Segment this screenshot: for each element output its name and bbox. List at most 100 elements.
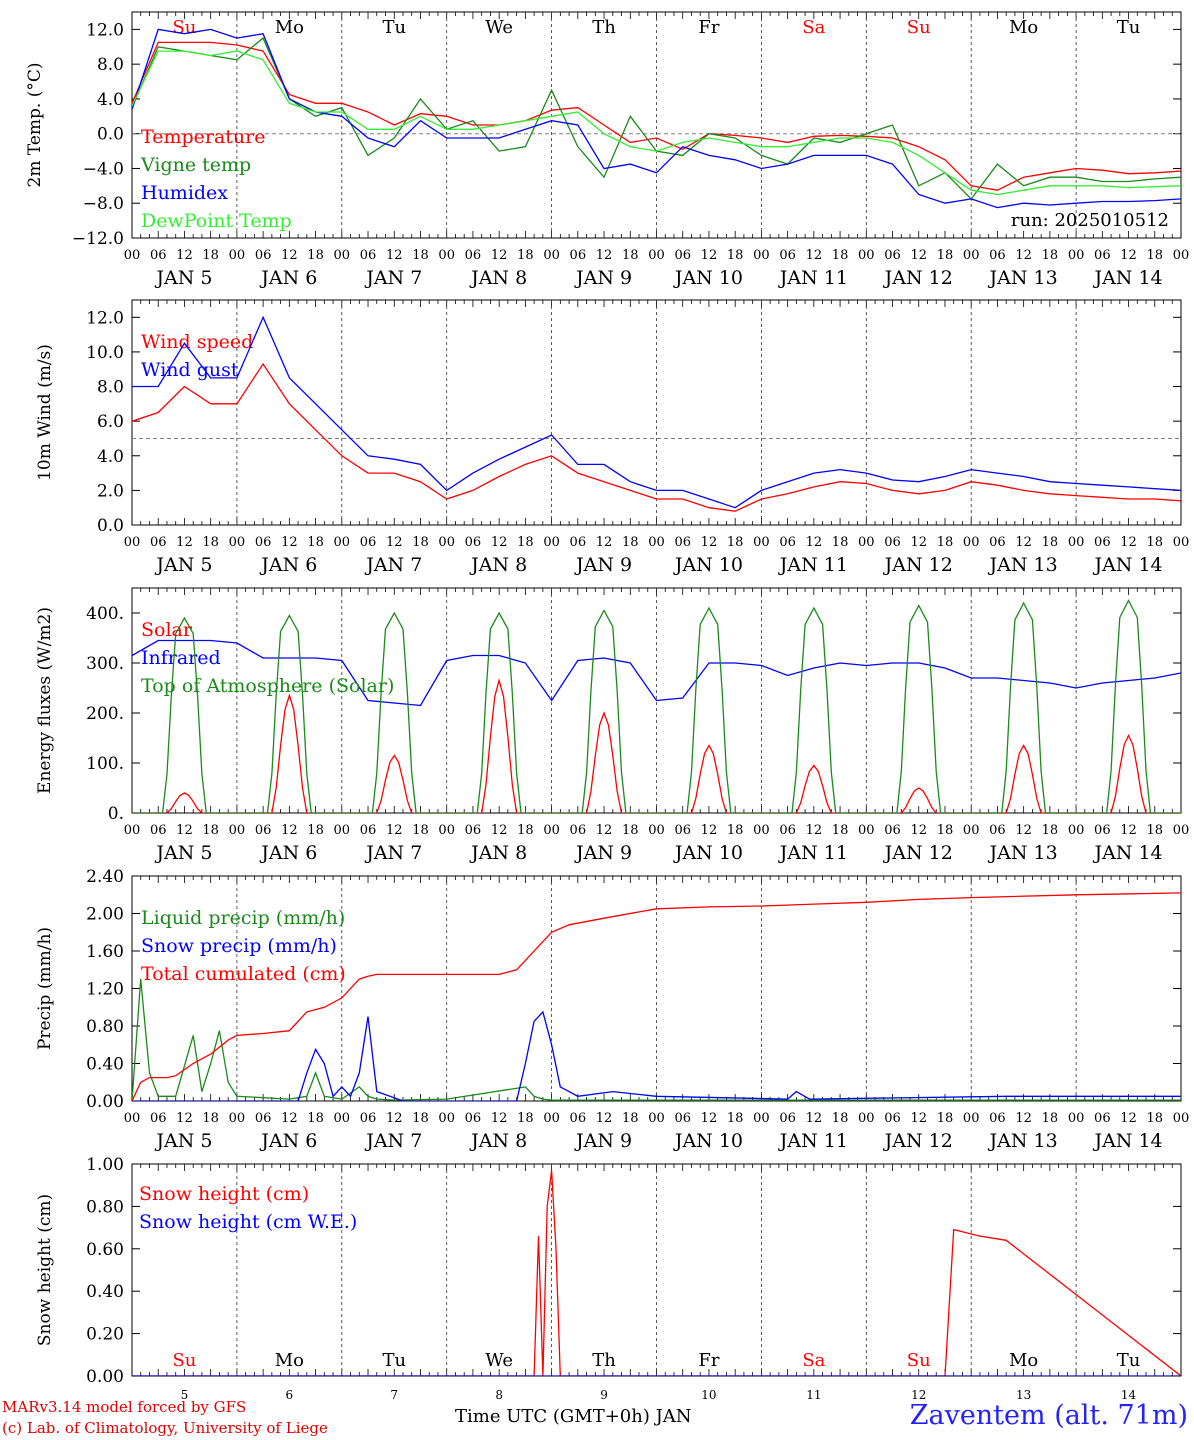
date-label: JAN 5: [154, 842, 212, 864]
hour-tick-label: 00: [858, 535, 875, 550]
hour-tick-label: 18: [937, 823, 954, 838]
date-label: JAN 5: [154, 554, 212, 576]
y-tick-label: 4.0: [97, 447, 124, 467]
series-line-temperature: [132, 41, 1181, 191]
day-number-label: 14: [1121, 1388, 1137, 1402]
hour-tick-label: 00: [1173, 1111, 1190, 1126]
y-tick-label: −12.0: [72, 229, 124, 249]
hour-tick-label: 12: [176, 1111, 193, 1126]
hour-tick-label: 18: [727, 535, 744, 550]
date-label: JAN 13: [988, 267, 1058, 289]
hour-tick-label: 06: [255, 1111, 272, 1126]
hour-tick-label: 06: [1094, 535, 1111, 550]
hour-tick-label: 12: [1120, 248, 1137, 263]
day-number-label: 12: [911, 1388, 926, 1402]
weekday-label: We: [485, 1350, 513, 1371]
hour-tick-label: 00: [334, 535, 351, 550]
hour-tick-label: 06: [570, 823, 587, 838]
hour-tick-label: 12: [596, 1111, 613, 1126]
y-tick-label: 0.20: [86, 1325, 124, 1345]
hour-tick-label: 06: [360, 535, 377, 550]
y-tick-label: 10.0: [86, 343, 124, 363]
weekday-label: Mo: [275, 1350, 304, 1371]
weekday-label: Mo: [1009, 1350, 1038, 1371]
hour-tick-label: 00: [438, 1111, 455, 1126]
y-tick-label: 12.0: [86, 308, 124, 328]
y-tick-label: 1.00: [86, 1155, 124, 1175]
hour-tick-label: 12: [176, 823, 193, 838]
hour-tick-label: 12: [281, 248, 298, 263]
hour-tick-label: 18: [622, 1111, 639, 1126]
y-tick-label: 12.0: [86, 20, 124, 40]
legend-entry: Humidex: [141, 182, 228, 204]
hour-tick-label: 12: [1015, 823, 1032, 838]
hour-tick-label: 00: [229, 1111, 246, 1126]
day-number-label: 7: [390, 1388, 398, 1402]
date-label: JAN 13: [988, 554, 1058, 576]
hour-tick-label: 12: [910, 248, 927, 263]
date-label: JAN 13: [988, 1130, 1058, 1152]
hour-tick-label: 12: [1120, 823, 1137, 838]
date-label: JAN 14: [1092, 267, 1162, 289]
hour-tick-label: 12: [176, 535, 193, 550]
hour-tick-label: 06: [779, 823, 796, 838]
hour-tick-label: 06: [1094, 1111, 1111, 1126]
hour-tick-label: 18: [937, 535, 954, 550]
date-label: JAN 10: [673, 842, 743, 864]
hour-tick-label: 00: [124, 1111, 141, 1126]
date-label: JAN 14: [1092, 842, 1162, 864]
weekday-label: Mo: [275, 17, 304, 38]
weekday-label: Su: [907, 17, 931, 38]
hour-tick-label: 18: [727, 248, 744, 263]
y-axis-label: 2m Temp. (°C): [25, 62, 45, 187]
date-label: JAN 11: [778, 842, 848, 864]
hour-tick-label: 18: [1042, 1111, 1059, 1126]
day-number-label: 8: [495, 1388, 503, 1402]
y-tick-label: 2.0: [97, 481, 124, 501]
hour-tick-label: 06: [570, 1111, 587, 1126]
y-tick-label: 2.00: [86, 905, 124, 925]
panel-4: 2.40 2.00 1.60 1.20 0.80 0.40 0.00 Precip (mm/h…: [35, 867, 1189, 1152]
hour-tick-label: 00: [1173, 248, 1190, 263]
hour-tick-label: 00: [229, 248, 246, 263]
legend-entry: DewPoint Temp: [141, 210, 292, 232]
hour-tick-label: 18: [832, 248, 849, 263]
hour-tick-label: 18: [307, 1111, 324, 1126]
hour-tick-label: 12: [281, 535, 298, 550]
hour-tick-label: 18: [622, 248, 639, 263]
hour-tick-label: 06: [674, 823, 691, 838]
y-tick-label: −4.0: [83, 159, 124, 179]
hour-tick-label: 18: [307, 535, 324, 550]
hour-tick-label: 12: [1015, 535, 1032, 550]
hour-tick-label: 12: [491, 823, 508, 838]
weekday-label: Su: [172, 1350, 196, 1371]
y-tick-label: 0.40: [86, 1055, 124, 1075]
hour-tick-label: 06: [1094, 248, 1111, 263]
weekday-label: Tu: [1117, 17, 1141, 38]
legend-entry: Top of Atmosphere (Solar): [141, 675, 394, 697]
hour-tick-label: 06: [255, 535, 272, 550]
hour-tick-label: 00: [1068, 248, 1085, 263]
date-label: JAN 8: [469, 267, 527, 289]
hour-tick-label: 12: [806, 535, 823, 550]
y-tick-label: 0.80: [86, 1197, 124, 1217]
date-label: JAN 10: [673, 267, 743, 289]
hour-tick-label: 12: [596, 823, 613, 838]
date-label: JAN 8: [469, 1130, 527, 1152]
y-axis-label: Energy fluxes (W/m2): [35, 607, 55, 794]
weekday-label: Sa: [802, 1350, 825, 1371]
hour-tick-label: 18: [937, 248, 954, 263]
hour-tick-label: 18: [1042, 535, 1059, 550]
hour-tick-label: 18: [1147, 1111, 1164, 1126]
y-tick-label: 1.20: [86, 980, 124, 1000]
date-label: JAN 7: [364, 554, 422, 576]
hour-tick-label: 18: [937, 1111, 954, 1126]
hour-tick-label: 00: [1068, 823, 1085, 838]
weekday-label: Th: [592, 1350, 616, 1371]
hour-tick-label: 18: [1147, 248, 1164, 263]
hour-tick-label: 06: [1094, 823, 1111, 838]
hour-tick-label: 00: [753, 1111, 770, 1126]
hour-tick-label: 00: [648, 1111, 665, 1126]
plot-frame: [131, 299, 1182, 526]
